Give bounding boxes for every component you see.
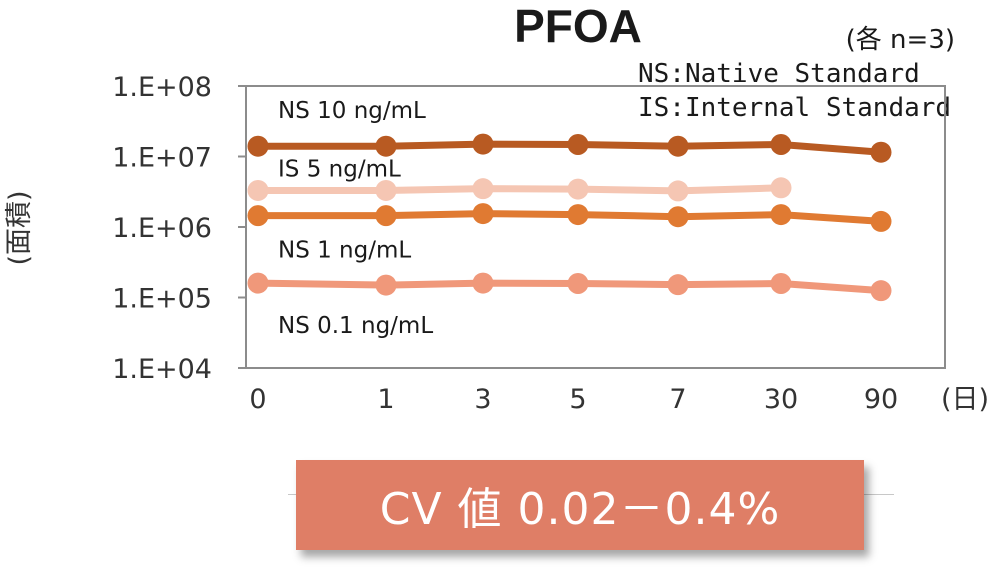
x-tick-label: 5 [569,384,586,415]
data-point [870,210,892,232]
data-point [247,135,269,157]
data-point [247,179,269,201]
y-tick-label: 1.E+04 [112,354,212,385]
data-point [472,178,494,200]
data-point [770,177,792,199]
data-point [375,179,397,201]
series-label: NS 1 ng/mL [278,238,411,264]
data-point [567,133,589,155]
legend-line-ns: NS:Native Standard [638,59,920,89]
cv-banner-text: CV 値 0.02－0.4% [379,484,781,535]
y-tick-label: 1.E+06 [112,213,212,244]
data-point [770,204,792,226]
y-tick-label: 1.E+07 [112,143,212,174]
x-tick-label: 30 [764,384,798,415]
data-point [375,135,397,157]
data-point [472,133,494,155]
y-axis-label: (面積) [4,190,35,265]
x-tick-label: 7 [669,384,686,415]
data-point [667,274,689,296]
data-point [667,206,689,228]
data-point [667,135,689,157]
divider-right [862,494,894,495]
data-point [567,272,589,294]
data-point [667,180,689,202]
data-point [870,141,892,163]
data-point [770,272,792,294]
chart-title: PFOA [514,0,642,52]
cv-banner: CV 値 0.02－0.4% [296,460,864,550]
data-point [472,272,494,294]
y-tick-label: 1.E+05 [112,284,212,315]
x-tick-label: 3 [474,384,491,415]
x-tick-label: 1 [377,384,394,415]
x-tick-label: 90 [864,384,898,415]
data-point [870,280,892,302]
series-label: NS 10 ng/mL [278,98,426,124]
series-label: IS 5 ng/mL [278,156,401,182]
x-axis-label: (日) [941,384,989,415]
data-point [567,204,589,226]
sample-count-note: (各 n=3) [846,25,955,55]
data-point [375,274,397,296]
data-point [472,203,494,225]
y-tick-label: 1.E+08 [112,72,212,103]
legend-line-is: IS:Internal Standard [638,93,951,123]
series-label: NS 0.1 ng/mL [278,313,433,339]
divider-left [288,494,298,495]
series-line [254,184,785,195]
data-point [567,178,589,200]
data-point [770,133,792,155]
x-tick-label: 0 [249,384,266,415]
data-point [375,205,397,227]
data-point [247,205,269,227]
data-point [247,272,269,294]
plot-area: 1.E+04 1.E+05 1.E+06 1.E+07 1.E+08 0 1 3 5 7 30 90 N… [112,72,946,415]
